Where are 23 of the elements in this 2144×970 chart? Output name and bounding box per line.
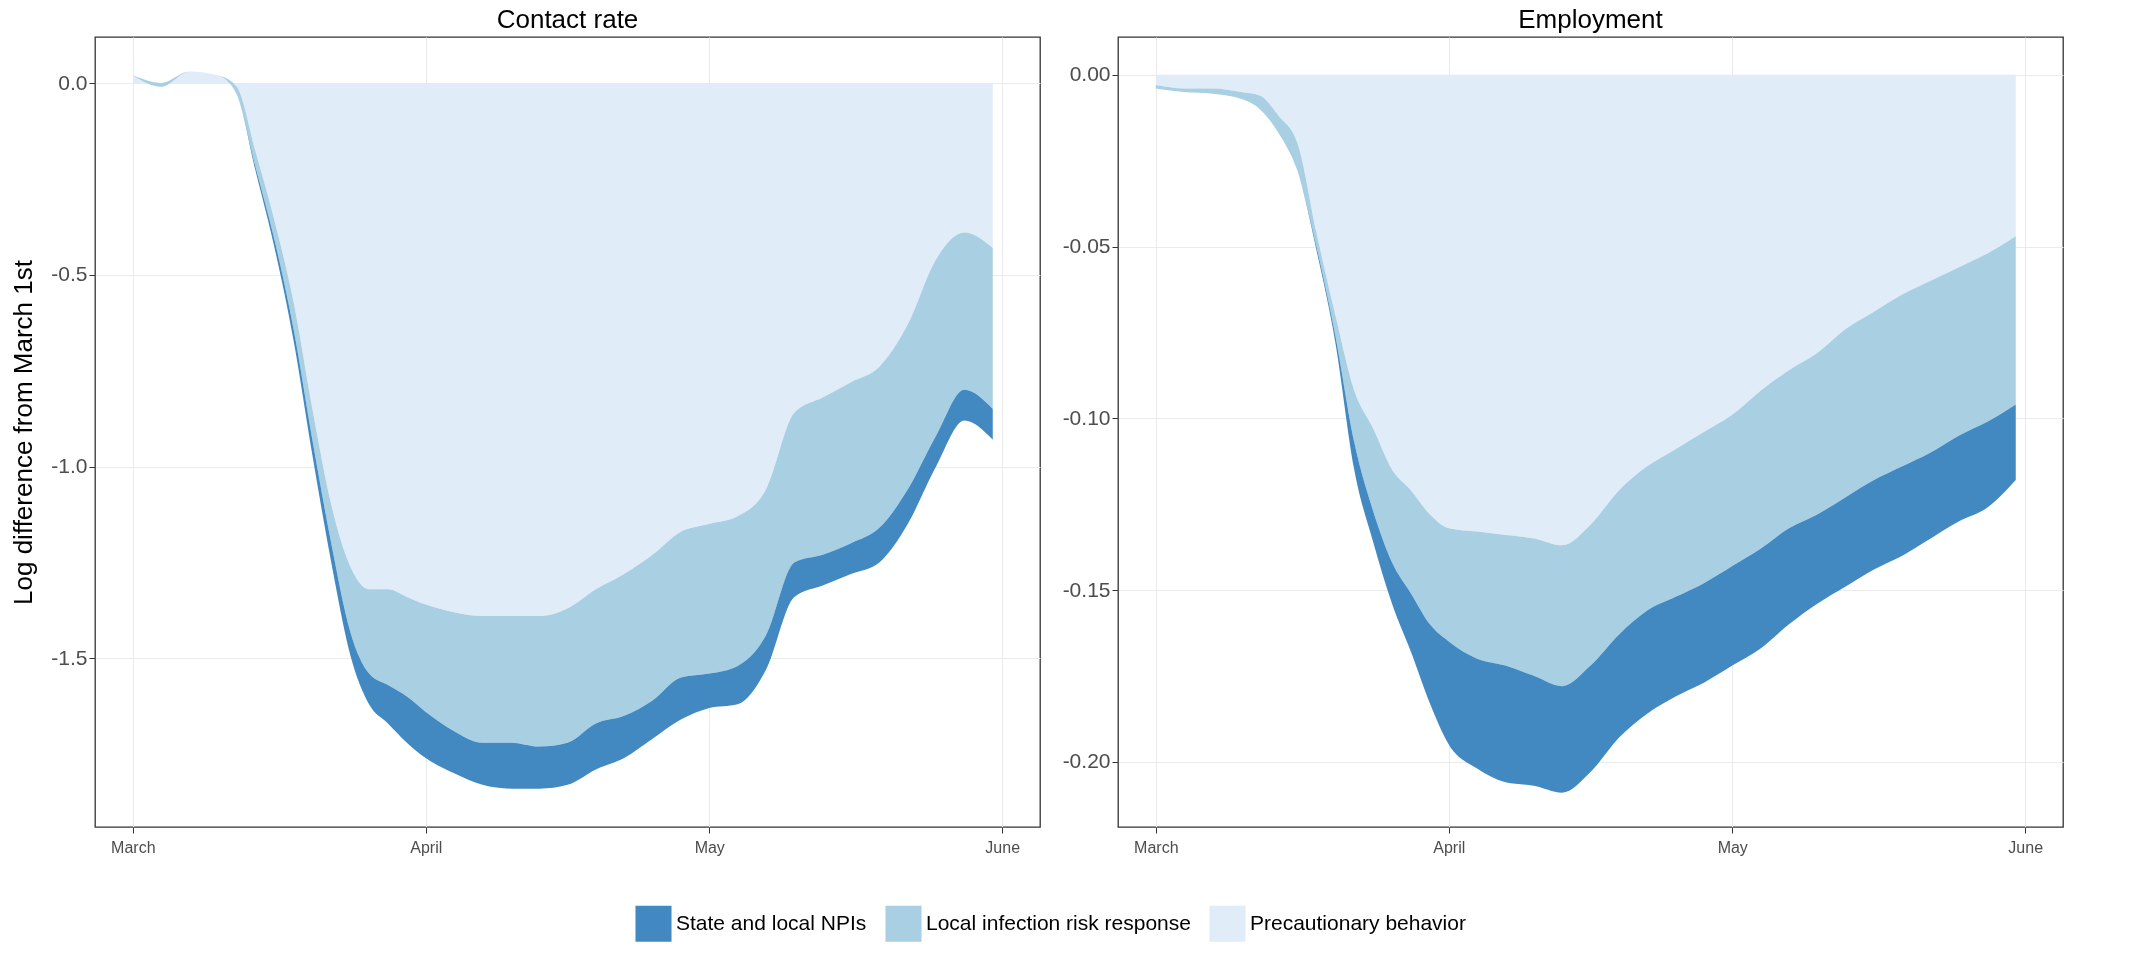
y-tick-label: -0.15 (1062, 577, 1111, 601)
x-tick-label: May (694, 838, 725, 856)
chart-title: Employment (1518, 4, 1664, 34)
x-tick-label: March (111, 838, 156, 856)
chart-title: Contact rate (496, 4, 639, 34)
y-tick-label: 0.0 (58, 70, 88, 94)
x-tick-label: April (410, 838, 443, 856)
y-tick-label: -0.5 (51, 262, 88, 286)
x-tick-label: June (2008, 838, 2044, 856)
x-tick-label: May (1717, 838, 1748, 856)
y-axis-title: Log difference from March 1st (8, 259, 39, 605)
y-tick-label: 0.00 (1069, 62, 1111, 86)
y-tick-label: -1.0 (51, 454, 88, 478)
y-tick-label: -1.5 (51, 645, 88, 669)
x-tick-label: March (1134, 838, 1179, 856)
legend-label: Local infection risk response (926, 910, 1191, 934)
y-tick-label: -0.10 (1062, 405, 1111, 429)
legend-label: Precautionary behavior (1250, 910, 1466, 934)
legend-label: State and local NPIs (676, 910, 867, 934)
x-tick-label: April (1433, 838, 1466, 856)
y-tick-label: -0.20 (1062, 749, 1111, 773)
x-tick-label: June (985, 838, 1021, 856)
y-tick-label: -0.05 (1062, 234, 1111, 258)
